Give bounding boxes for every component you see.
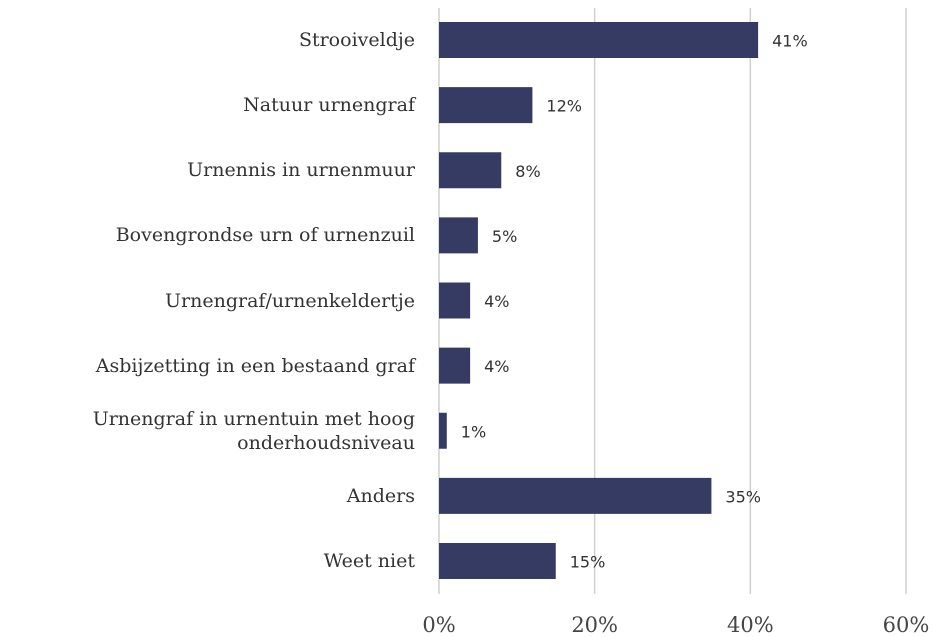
- category-label: Anders: [346, 484, 415, 507]
- value-label: 41%: [772, 32, 808, 51]
- bar: [439, 87, 533, 124]
- category-label: Asbijzetting in een bestaand graf: [95, 354, 415, 377]
- category-label: Natuur urnengraf: [243, 94, 415, 117]
- bar: [439, 412, 447, 449]
- value-label: 4%: [484, 292, 509, 311]
- category-label: Urnengraf/urnenkeldertje: [165, 289, 415, 312]
- category-label: Weet niet: [323, 550, 415, 572]
- value-label: 8%: [515, 162, 540, 181]
- category-label: Bovengrondse urn of urnenzuil: [115, 224, 415, 247]
- bar: [439, 347, 471, 384]
- bar: [439, 152, 502, 189]
- bar: [439, 217, 478, 254]
- value-label: 35%: [725, 487, 761, 506]
- x-tick-label: 20%: [571, 613, 618, 637]
- category-label: Strooiveldje: [298, 29, 415, 51]
- bar: [439, 477, 712, 514]
- value-label: 4%: [484, 357, 509, 376]
- x-tick-label: 0%: [422, 613, 455, 637]
- category-label: Urnengraf in urnentuin met hoog onderhou…: [92, 407, 415, 454]
- bar: [439, 282, 471, 319]
- x-tick-label: 40%: [727, 613, 774, 637]
- x-tick-label: 60%: [883, 613, 930, 637]
- category-label: Urnennis in urnenmuur: [187, 159, 415, 182]
- value-label: 12%: [546, 97, 582, 116]
- bar: [439, 543, 556, 579]
- value-label: 15%: [570, 553, 606, 572]
- value-label: 1%: [461, 422, 486, 441]
- bar: [439, 22, 759, 58]
- value-label: 5%: [492, 227, 517, 246]
